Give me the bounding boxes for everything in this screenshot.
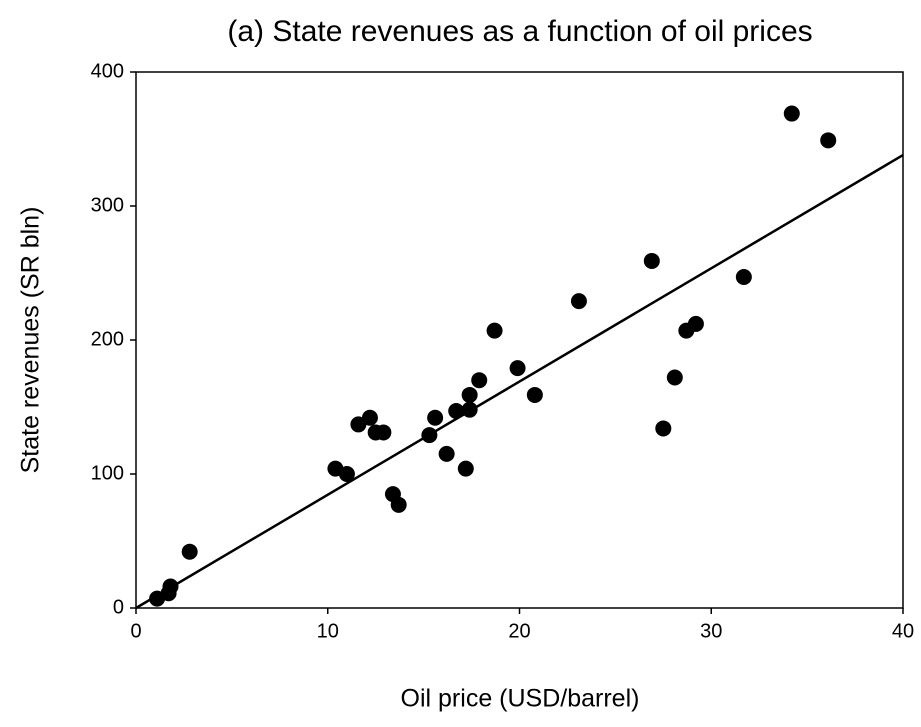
y-tick-label: 200	[91, 328, 124, 350]
data-point	[438, 445, 455, 462]
y-tick-label: 300	[91, 194, 124, 216]
data-point	[509, 360, 526, 377]
data-point	[448, 403, 465, 420]
data-point	[486, 322, 503, 339]
chart-title: (a) State revenues as a function of oil …	[227, 15, 812, 48]
data-point	[735, 269, 752, 286]
data-point	[390, 496, 407, 513]
data-point	[471, 372, 488, 389]
data-point	[421, 427, 438, 444]
data-point	[783, 105, 800, 122]
data-point	[375, 424, 392, 441]
data-point	[361, 409, 378, 426]
trend-line	[135, 154, 904, 610]
data-point	[427, 409, 444, 426]
data-point	[181, 543, 198, 560]
data-point	[457, 460, 474, 477]
y-tick-label: 400	[91, 60, 124, 82]
x-tick-label: 0	[130, 620, 141, 642]
y-tick-label: 100	[91, 462, 124, 484]
data-point	[655, 420, 672, 437]
data-point	[461, 386, 478, 403]
data-point	[570, 293, 587, 310]
x-axis-label: Oil price (USD/barrel)	[401, 685, 640, 713]
y-tick-label: 0	[113, 596, 124, 618]
x-tick-label: 20	[508, 620, 530, 642]
data-point	[162, 578, 179, 595]
data-point	[643, 252, 660, 269]
data-point	[461, 401, 478, 418]
data-point	[526, 386, 543, 403]
plot-frame	[135, 71, 904, 609]
data-point	[687, 315, 704, 332]
data-point	[338, 466, 355, 482]
x-tick-label: 40	[892, 620, 914, 642]
x-tick-label: 30	[700, 620, 722, 642]
data-point	[666, 369, 683, 386]
y-axis-label: State revenues (SR bln)	[17, 207, 45, 474]
x-tick-label: 10	[317, 620, 339, 642]
data-point	[820, 132, 837, 149]
